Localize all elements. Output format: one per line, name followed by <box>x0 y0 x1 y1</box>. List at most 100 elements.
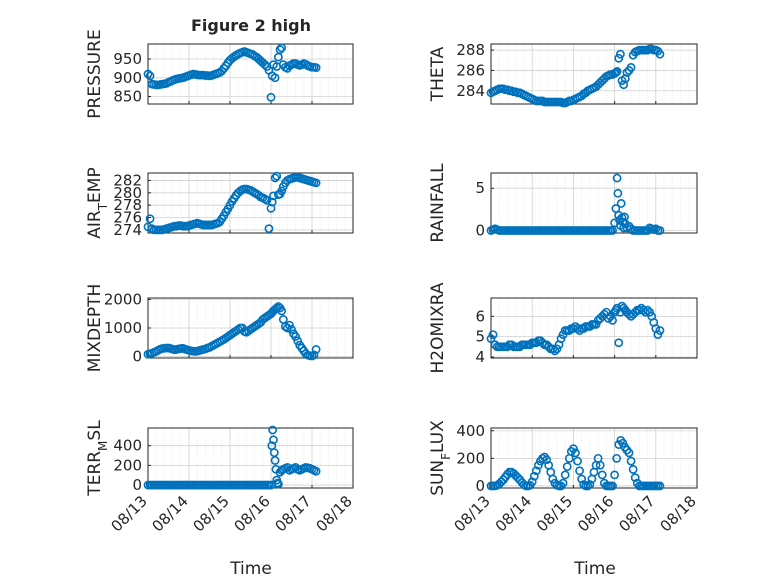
data-point <box>270 173 280 183</box>
y-axis-label: PRESSURE <box>85 29 105 118</box>
data-point <box>655 481 665 491</box>
y-tick-label: 284 <box>456 82 485 100</box>
data-point <box>560 470 570 480</box>
subplot-rainfall: 0 5 RAINFALL <box>428 163 698 243</box>
data-point <box>595 460 605 470</box>
y-tick-label: 1000 <box>104 319 142 337</box>
data-point <box>626 456 636 466</box>
data-point <box>597 470 607 480</box>
data-point <box>630 307 640 317</box>
y-tick-label: 6 <box>475 307 485 325</box>
data-point <box>618 438 628 448</box>
data-point <box>143 69 153 79</box>
data-point <box>262 195 272 205</box>
y-tick-label: 200 <box>456 449 485 467</box>
data-point <box>577 474 587 484</box>
axes-box <box>147 43 354 105</box>
data-point <box>291 332 300 341</box>
data-point <box>533 460 543 470</box>
data-point <box>145 214 155 224</box>
data-point <box>651 224 661 234</box>
data-point <box>529 471 539 481</box>
data-point <box>585 480 595 489</box>
data-point <box>270 456 280 465</box>
data-point <box>277 186 287 196</box>
data-point <box>612 173 622 183</box>
data-point <box>624 448 634 458</box>
data-point <box>626 62 636 72</box>
y-tick-label: 5 <box>475 179 485 197</box>
subplot-theta: 284 286 288 THETA <box>428 41 698 108</box>
data-point <box>550 346 560 356</box>
data-point <box>285 320 294 330</box>
y-tick-label: 282 <box>113 171 142 189</box>
axes-box <box>147 172 354 234</box>
data-point <box>615 49 625 59</box>
y-tick-label: 400 <box>113 437 142 455</box>
y-tick-label: 274 <box>113 221 142 239</box>
data-point <box>569 444 578 454</box>
data-point <box>503 342 512 352</box>
data-point <box>548 474 558 484</box>
y-tick-label: 0 <box>132 348 142 366</box>
data-point <box>573 324 582 333</box>
data-point <box>542 455 552 465</box>
data-point <box>643 305 652 315</box>
data-point <box>573 456 582 466</box>
y-tick-label: 0 <box>475 221 485 239</box>
data-point <box>267 197 277 207</box>
data-point <box>311 63 321 73</box>
data-point <box>612 453 622 463</box>
data-point <box>273 479 283 489</box>
y-tick-label: 400 <box>456 422 485 440</box>
y-tick-label: 276 <box>113 209 142 227</box>
y-tick-label: 4 <box>475 348 485 366</box>
axes-box <box>490 43 698 105</box>
y-axis-label: RAINFALL <box>428 163 448 243</box>
y-tick-label: 278 <box>113 196 142 214</box>
axes-box <box>490 297 698 359</box>
data-point <box>266 92 276 102</box>
data-point <box>610 69 619 78</box>
y-tick-label: 900 <box>113 69 142 87</box>
data-point <box>145 71 155 81</box>
data-point <box>531 466 541 476</box>
y-tick-label: 280 <box>113 184 142 202</box>
data-point <box>630 473 640 483</box>
subplot-h2omixra: 4 5 6 H2OMIXRA <box>428 282 698 374</box>
data-point <box>655 49 665 59</box>
data-point <box>311 178 321 188</box>
y-tick-label: 0 <box>475 477 485 495</box>
y-tick-label: 850 <box>113 88 142 106</box>
data-point <box>488 330 498 340</box>
data-point <box>571 448 580 458</box>
y-axis-label: SUNFLUX <box>428 420 453 496</box>
y-tick-label: 286 <box>456 61 485 79</box>
y-tick-label: 950 <box>113 50 142 68</box>
data-point <box>287 325 296 334</box>
data-point <box>628 464 638 474</box>
data-point <box>613 188 623 198</box>
y-tick-label: 200 <box>113 456 142 474</box>
data-point <box>270 73 280 83</box>
data-point <box>538 338 547 348</box>
data-point <box>604 313 613 323</box>
x-axis-label-right: Time <box>573 559 616 579</box>
data-point <box>575 466 584 476</box>
data-point <box>266 203 276 213</box>
data-point <box>608 481 617 491</box>
y-axis-label: TERRMSL <box>85 420 110 497</box>
data-point <box>272 171 282 181</box>
y-axis-label: MIXDEPTH <box>85 284 105 373</box>
data-point <box>311 466 321 476</box>
data-point <box>558 478 568 488</box>
data-point <box>562 462 572 472</box>
data-point <box>269 435 278 445</box>
x-axis-label-left: Time <box>229 559 272 579</box>
y-tick-label: 5 <box>475 328 485 346</box>
data-point <box>608 315 617 325</box>
